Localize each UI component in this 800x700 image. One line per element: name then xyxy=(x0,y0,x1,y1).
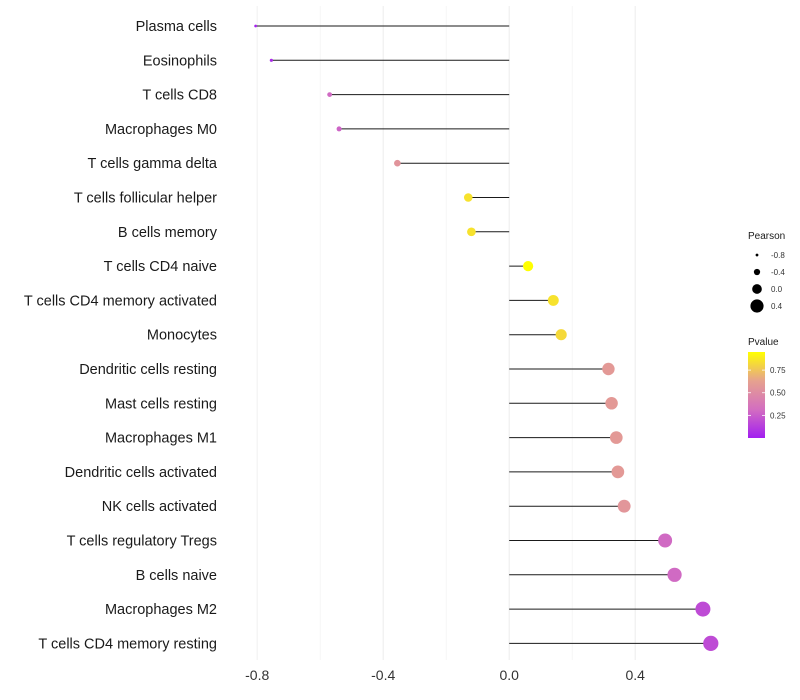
category-label: T cells gamma delta xyxy=(88,156,218,172)
category-label: Mast cells resting xyxy=(105,396,217,412)
category-label: Dendritic cells resting xyxy=(79,362,217,378)
lollipop-point xyxy=(609,431,623,444)
legend: Pearson Pvalue -0.8 -0.4 0.0 0.4 0.75 0.50 0.2… xyxy=(748,231,786,438)
lollipop-point xyxy=(703,635,719,652)
category-label: Macrophages M2 xyxy=(105,602,217,618)
category-label: Monocytes xyxy=(147,328,217,344)
legend-color-label: 0.50 xyxy=(770,389,786,398)
legend-size-key xyxy=(755,253,759,257)
category-label: B cells memory xyxy=(118,225,218,241)
x-tick-label: 0.4 xyxy=(625,667,645,683)
lollipop-point xyxy=(327,92,333,98)
lollipop-point xyxy=(555,329,567,341)
lollipop-point xyxy=(547,294,559,306)
legend-pearson-title: Pearson xyxy=(748,231,785,242)
category-label: B cells naive xyxy=(136,568,217,584)
category-label: T cells CD4 naive xyxy=(104,259,217,275)
point-layer xyxy=(254,24,719,652)
category-label: Dendritic cells activated xyxy=(65,465,217,481)
legend-colorbar xyxy=(748,352,765,438)
legend-size-label: 0.4 xyxy=(771,302,783,311)
x-tick-label: -0.8 xyxy=(245,667,269,683)
legend-size-label: -0.4 xyxy=(771,268,785,277)
category-label: NK cells activated xyxy=(102,499,217,515)
legend-color-label: 0.25 xyxy=(770,411,786,420)
lollipop-point xyxy=(336,126,342,132)
legend-size-label: -0.8 xyxy=(771,251,785,260)
legend-size-key xyxy=(753,268,761,276)
lollipop-point xyxy=(254,24,258,28)
category-label: Macrophages M1 xyxy=(105,431,217,447)
lollipop-point xyxy=(617,499,631,513)
category-label: T cells regulatory Tregs xyxy=(67,534,217,550)
category-label: T cells follicular helper xyxy=(74,191,217,207)
lollipop-point xyxy=(695,601,711,617)
lollipop-point xyxy=(394,159,401,167)
lollipop-point xyxy=(467,227,476,237)
category-label: T cells CD8 xyxy=(142,88,217,104)
lollipop-point xyxy=(611,465,625,479)
category-labels: Plasma cells Eosinophils T cells CD8 Macrop… xyxy=(24,19,218,652)
x-axis-ticks: -0.8 -0.4 0.0 0.4 xyxy=(245,667,645,683)
lollipop-point xyxy=(463,193,473,202)
lollipop-point xyxy=(605,397,618,410)
x-tick-label: 0.0 xyxy=(499,667,519,683)
category-label: Plasma cells xyxy=(136,19,217,35)
lollipop-point xyxy=(602,362,615,376)
lollipop-point xyxy=(658,533,673,548)
stem-layer xyxy=(255,25,711,644)
legend-size-label: 0.0 xyxy=(771,285,783,294)
lollipop-point xyxy=(667,567,682,582)
category-label: Eosinophils xyxy=(143,53,217,69)
category-label: T cells CD4 memory resting xyxy=(38,636,217,652)
grid-layer xyxy=(256,6,636,660)
category-label: T cells CD4 memory activated xyxy=(24,293,217,309)
category-label: Macrophages M0 xyxy=(105,122,217,138)
lollipop-point xyxy=(522,260,534,272)
lollipop-point xyxy=(269,58,273,62)
legend-pvalue-title: Pvalue xyxy=(748,337,779,348)
legend-color-label: 0.75 xyxy=(770,366,786,375)
x-tick-label: -0.4 xyxy=(371,667,395,683)
legend-size-key xyxy=(750,299,764,313)
legend-size-key xyxy=(752,284,762,294)
